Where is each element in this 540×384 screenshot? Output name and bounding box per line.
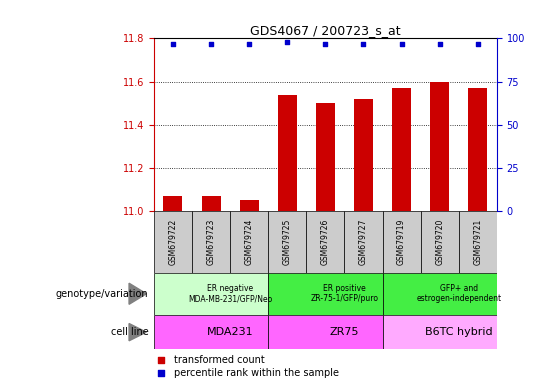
Bar [240, 200, 259, 211]
Text: ER negative
MDA-MB-231/GFP/Neo: ER negative MDA-MB-231/GFP/Neo [188, 284, 272, 303]
Bar [382, 211, 421, 273]
Text: genotype/variation: genotype/variation [56, 289, 149, 299]
Bar [268, 211, 306, 273]
Bar [268, 315, 382, 349]
Point [157, 357, 165, 363]
Text: GFP+ and
estrogen-independent: GFP+ and estrogen-independent [416, 284, 501, 303]
Point [168, 41, 177, 47]
Bar [345, 211, 382, 273]
Bar [382, 273, 497, 315]
Text: ER positive
ZR-75-1/GFP/puro: ER positive ZR-75-1/GFP/puro [310, 284, 379, 303]
Bar [154, 315, 268, 349]
Bar [458, 211, 497, 273]
Text: GSM679724: GSM679724 [245, 219, 254, 265]
Text: GSM679725: GSM679725 [283, 219, 292, 265]
Text: transformed count: transformed count [174, 355, 265, 365]
Title: GDS4067 / 200723_s_at: GDS4067 / 200723_s_at [250, 24, 401, 37]
Point [397, 41, 406, 47]
Text: GSM679723: GSM679723 [207, 219, 215, 265]
Bar [268, 273, 382, 315]
Point [321, 41, 329, 47]
Text: percentile rank within the sample: percentile rank within the sample [174, 368, 340, 379]
Bar [421, 211, 458, 273]
Text: cell line: cell line [111, 327, 148, 337]
Bar [230, 211, 268, 273]
Point [474, 41, 482, 47]
Point [245, 41, 253, 47]
Point [359, 41, 368, 47]
Bar [316, 103, 335, 211]
Text: MDA231: MDA231 [207, 327, 253, 337]
Bar [430, 82, 449, 211]
Bar [306, 211, 345, 273]
Bar [192, 211, 230, 273]
Bar [382, 315, 497, 349]
Point [283, 39, 292, 45]
Text: ZR75: ZR75 [329, 327, 359, 337]
Bar [154, 211, 192, 273]
Text: GSM679727: GSM679727 [359, 219, 368, 265]
Point [435, 41, 444, 47]
Polygon shape [129, 283, 146, 304]
Point [207, 41, 215, 47]
Text: GSM679719: GSM679719 [397, 219, 406, 265]
Text: GSM679726: GSM679726 [321, 219, 330, 265]
Point [157, 370, 165, 376]
Polygon shape [129, 323, 146, 341]
Bar [468, 88, 487, 211]
Bar [278, 94, 297, 211]
Bar [164, 196, 183, 211]
Text: GSM679720: GSM679720 [435, 219, 444, 265]
Bar [354, 99, 373, 211]
Text: GSM679721: GSM679721 [473, 219, 482, 265]
Text: B6TC hybrid: B6TC hybrid [425, 327, 492, 337]
Text: GSM679722: GSM679722 [168, 219, 178, 265]
Bar [154, 273, 268, 315]
Bar [392, 88, 411, 211]
Bar [201, 196, 220, 211]
